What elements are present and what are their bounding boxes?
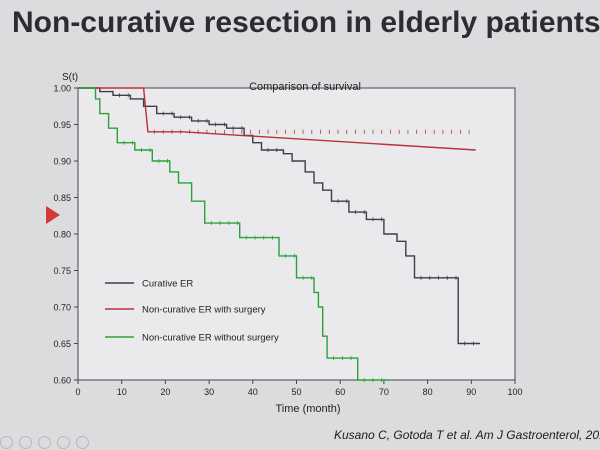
x-tick-label: 30 [204,387,214,397]
y-tick-label: 1.00 [53,84,71,94]
series-line-1 [78,87,476,151]
x-tick-label: 60 [335,387,345,397]
x-tick-label: 40 [248,387,258,397]
y-tick-label: 0.70 [53,303,71,313]
more-options-icon[interactable] [76,435,89,449]
x-tick-label: 20 [160,387,170,397]
y-axis-label: S(t) [62,72,78,83]
y-tick-label: 0.95 [53,120,71,130]
legend-label-0: Curative ER [142,279,193,290]
series-line-2 [78,87,389,381]
x-axis-ticks: 0 10 20 30 40 50 60 70 80 90 100 [75,380,523,397]
zoom-icon[interactable] [57,435,70,449]
pen-icon[interactable] [19,435,32,449]
x-tick-label: 90 [466,387,476,397]
chart-title: Comparison of survival [249,81,361,93]
y-tick-label: 0.75 [53,266,71,276]
plot-area [77,87,516,381]
series-line-0 [78,87,480,345]
x-tick-label: 0 [75,387,80,397]
legend-label-2: Non-curative ER without surgery [142,333,279,344]
slides-icon[interactable] [38,435,51,449]
slide-title: Non-curative resection in elderly patien… [12,6,600,39]
y-tick-label: 0.90 [53,157,71,167]
y-tick-label: 0.85 [53,193,71,203]
x-tick-label: 100 [507,387,522,397]
x-axis-label: Time (month) [276,403,341,415]
x-tick-label: 70 [379,387,389,397]
y-tick-label: 0.80 [53,230,71,240]
y-tick-label: 0.60 [53,376,71,386]
y-axis-ticks: 1.00 0.95 0.90 0.85 0.80 0.75 0.70 0.65 0.60 [53,84,78,386]
legend: Curative ER Non-curative ER with surgery N… [105,279,279,344]
pointer-arrow-icon [46,206,60,224]
x-tick-label: 80 [423,387,433,397]
x-tick-label: 10 [117,387,127,397]
presentation-toolbar [0,434,130,450]
y-tick-label: 0.65 [53,339,71,349]
prev-slide-icon[interactable] [0,435,13,449]
citation: Kusano C, Gotoda T et al. Am J Gastroent… [334,428,600,442]
legend-label-1: Non-curative ER with surgery [142,305,266,316]
series-lines [78,87,480,382]
x-tick-label: 50 [291,387,301,397]
